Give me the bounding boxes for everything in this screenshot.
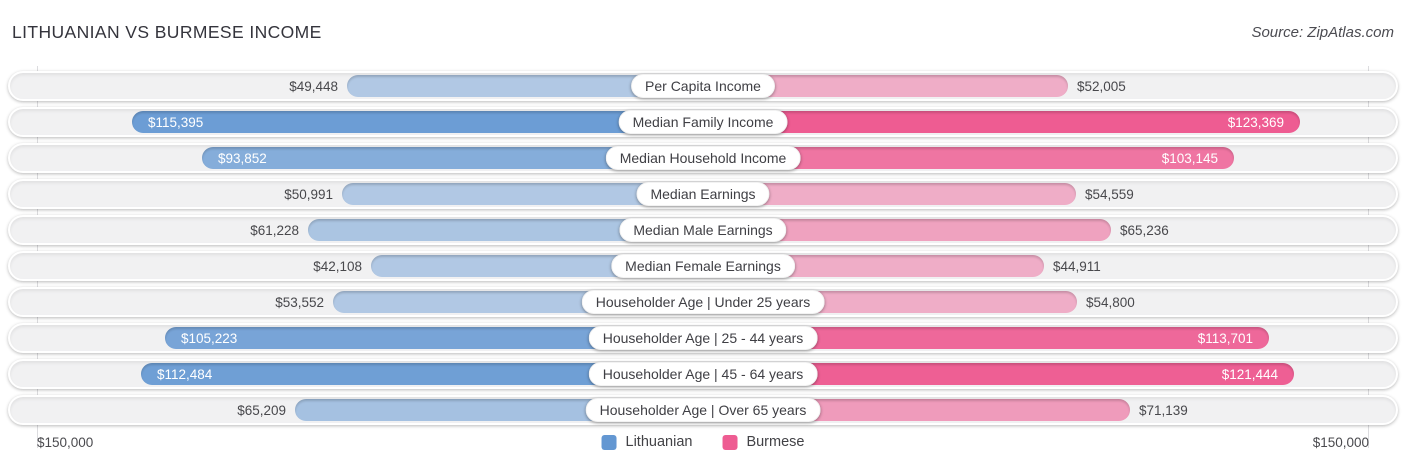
- lithuanian-value: $112,484: [157, 366, 213, 382]
- lithuanian-value: $65,209: [237, 402, 286, 418]
- category-label: Householder Age | Over 65 years: [585, 398, 821, 422]
- chart-row: $115,395 $123,369 Median Family Income: [8, 107, 1398, 137]
- lithuanian-value: $50,991: [284, 186, 333, 202]
- lithuanian-swatch: [601, 434, 617, 450]
- burmese-bar: [703, 75, 1068, 97]
- lithuanian-value: $115,395: [148, 114, 204, 130]
- category-label: Householder Age | 45 - 64 years: [588, 362, 818, 386]
- burmese-bar: $121,444: [703, 363, 1294, 385]
- legend-label-burmese: Burmese: [746, 434, 805, 450]
- chart-rows: $49,448 $52,005 Per Capita Income $115,395 $…: [0, 71, 1406, 431]
- burmese-value: $123,369: [1227, 114, 1284, 130]
- legend-item-lithuanian: Lithuanian: [601, 434, 693, 450]
- lithuanian-value: $42,108: [313, 258, 362, 274]
- burmese-bar: [703, 183, 1076, 205]
- chart-row: $65,209 $71,139 Householder Age | Over 65 …: [8, 395, 1398, 425]
- burmese-value: $54,800: [1086, 294, 1135, 310]
- burmese-bar: $113,701: [703, 327, 1269, 349]
- lithuanian-value: $61,228: [250, 222, 299, 238]
- header: LITHUANIAN VS BURMESE INCOME Source: Zip…: [0, 0, 1406, 62]
- lithuanian-bar: $115,395: [132, 111, 703, 133]
- chart-row: $49,448 $52,005 Per Capita Income: [8, 71, 1398, 101]
- burmese-bar: $103,145: [703, 147, 1234, 169]
- axis-max-left: $150,000: [37, 434, 94, 450]
- category-label: Per Capita Income: [631, 74, 775, 98]
- category-label: Median Family Income: [618, 110, 788, 134]
- legend-item-burmese: Burmese: [722, 434, 804, 450]
- lithuanian-bar: [308, 219, 703, 241]
- lithuanian-value: $93,852: [218, 150, 267, 166]
- legend: Lithuanian Burmese: [601, 430, 804, 454]
- category-label: Median Male Earnings: [619, 218, 787, 242]
- lithuanian-bar: $105,223: [165, 327, 703, 349]
- burmese-value: $113,701: [1197, 330, 1253, 346]
- burmese-value: $54,559: [1085, 186, 1134, 202]
- category-label: Householder Age | 25 - 44 years: [588, 326, 818, 350]
- lithuanian-bar: [347, 75, 703, 97]
- burmese-bar: $123,369: [703, 111, 1300, 133]
- burmese-swatch: [722, 434, 738, 450]
- page-title: LITHUANIAN VS BURMESE INCOME: [12, 22, 322, 42]
- category-label: Householder Age | Under 25 years: [581, 290, 825, 314]
- burmese-value: $65,236: [1120, 222, 1169, 238]
- chart-row: $53,552 $54,800 Householder Age | Under 25…: [8, 287, 1398, 317]
- chart-row: $112,484 $121,444 Householder Age | 45 - 6…: [8, 359, 1398, 389]
- legend-label-lithuanian: Lithuanian: [625, 434, 693, 450]
- source-link[interactable]: Source: ZipAtlas.com: [1251, 24, 1394, 41]
- lithuanian-value: $105,223: [181, 330, 238, 346]
- burmese-value: $71,139: [1139, 402, 1188, 418]
- chart-row: $50,991 $54,559 Median Earnings: [8, 179, 1398, 209]
- lithuanian-value: $49,448: [289, 78, 338, 94]
- category-label: Median Earnings: [636, 182, 770, 206]
- category-label: Median Female Earnings: [611, 254, 795, 278]
- chart-row: $105,223 $113,701 Householder Age | 25 - 4…: [8, 323, 1398, 353]
- category-label: Median Household Income: [605, 146, 801, 170]
- burmese-value: $44,911: [1053, 258, 1101, 274]
- burmese-value: $121,444: [1221, 366, 1278, 382]
- chart-row: $61,228 $65,236 Median Male Earnings: [8, 215, 1398, 245]
- chart-footer: $150,000 Lithuanian Burmese $150,000: [37, 430, 1369, 454]
- chart-row: $93,852 $103,145 Median Household Income: [8, 143, 1398, 173]
- chart-row: $42,108 $44,911 Median Female Earnings: [8, 251, 1398, 281]
- burmese-value: $103,145: [1161, 150, 1218, 166]
- lithuanian-bar: $112,484: [141, 363, 703, 385]
- lithuanian-bar: [342, 183, 703, 205]
- burmese-bar: [703, 219, 1111, 241]
- lithuanian-bar: $93,852: [202, 147, 703, 169]
- axis-max-right: $150,000: [1312, 434, 1369, 450]
- lithuanian-value: $53,552: [275, 294, 324, 310]
- burmese-value: $52,005: [1077, 78, 1126, 94]
